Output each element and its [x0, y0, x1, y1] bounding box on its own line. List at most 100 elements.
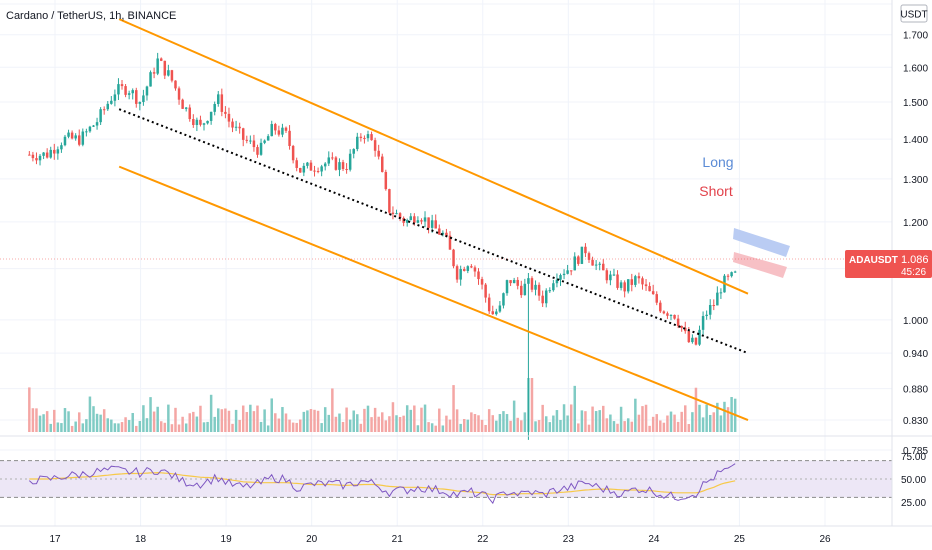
volume-bar	[512, 400, 516, 432]
time-tick-label: 24	[648, 534, 660, 545]
volume-bar	[177, 424, 181, 432]
volume-bar	[495, 420, 498, 432]
candle-body	[88, 126, 92, 132]
volume-bar	[42, 414, 45, 432]
volume-bar	[487, 409, 491, 432]
volume-bar	[462, 419, 466, 432]
volume-bar	[455, 409, 459, 432]
volume-bar	[131, 412, 134, 432]
price-tick-label: 0.785	[903, 446, 928, 457]
volume-bar	[719, 415, 723, 432]
volume-bar	[445, 415, 448, 432]
price-tick-label: 1.000	[903, 316, 928, 327]
candle-body	[31, 154, 35, 159]
volume-bar	[202, 422, 206, 432]
candle-body	[591, 259, 594, 266]
candle-body	[509, 280, 512, 284]
candle-body	[177, 88, 181, 100]
candle-body	[626, 279, 630, 292]
candle-body	[70, 132, 74, 139]
candle-body	[85, 131, 88, 133]
volume-bar	[484, 424, 487, 432]
volume-bar	[145, 418, 149, 432]
volume-bar	[573, 385, 576, 432]
volume-bar	[341, 421, 345, 432]
rsi-tick-label: 50.00	[901, 475, 926, 486]
candle-body	[480, 279, 484, 285]
volume-bar	[602, 405, 605, 432]
candle-body	[302, 165, 306, 173]
volume-bar	[156, 406, 159, 432]
volume-bar	[67, 411, 70, 432]
volume-bar	[313, 409, 316, 432]
volume-bar	[577, 423, 580, 432]
candle-body	[99, 109, 102, 123]
volume-bar	[320, 423, 323, 432]
candle-body	[284, 127, 288, 131]
volume-bar	[423, 404, 427, 432]
volume-bar	[580, 410, 584, 432]
volume-bar	[505, 414, 509, 432]
volume-bar	[623, 421, 626, 432]
volume-bar	[259, 421, 263, 432]
volume-bar	[53, 409, 56, 432]
candle-body	[676, 318, 680, 326]
volume-bar	[480, 419, 484, 432]
volume-bar	[409, 409, 413, 432]
candle-body	[423, 217, 427, 222]
volume-bar	[224, 408, 227, 432]
candle-body	[60, 145, 63, 150]
candle-body	[619, 282, 623, 288]
candle-body	[491, 311, 495, 315]
rsi-axis: 75.00 50.00 25.00	[901, 452, 926, 509]
candle-body	[584, 246, 587, 254]
candle-body	[209, 111, 213, 121]
candle-body	[102, 109, 106, 111]
time-axis: 17 18 19 20 21 22 23 24 25 26	[49, 534, 831, 545]
candle-body	[295, 160, 298, 168]
candle-body	[320, 166, 323, 172]
candle-body	[56, 149, 60, 154]
volume-bar	[327, 414, 331, 432]
candle-body	[684, 327, 687, 332]
price-tick-label: 0.880	[903, 385, 928, 396]
price-tick-label: 1.300	[903, 175, 928, 186]
candle-body	[309, 162, 313, 171]
volume-bar	[712, 412, 716, 432]
candle-body	[77, 135, 81, 145]
candle-body	[124, 86, 127, 95]
volume-bar	[605, 418, 609, 432]
volume-bar	[192, 411, 195, 432]
candle-body	[391, 212, 395, 214]
candle-body	[516, 279, 519, 286]
candle-body	[430, 220, 434, 228]
volume-bar	[281, 407, 284, 432]
volume-bar	[348, 419, 352, 432]
volume-bar	[477, 415, 480, 432]
price-tick-label: 1.200	[903, 218, 928, 229]
candle-body	[687, 331, 691, 343]
volume-bar	[95, 413, 99, 432]
candle-body	[648, 286, 651, 292]
candle-body	[651, 291, 655, 295]
candle-body	[231, 121, 234, 128]
candle-body	[288, 130, 291, 146]
candle-body	[733, 271, 737, 273]
volume-bar	[159, 421, 163, 432]
last-price-badge	[845, 250, 932, 278]
candle-body	[67, 132, 70, 137]
volume-bar	[63, 408, 67, 432]
volume-bar	[555, 410, 559, 432]
candle-body	[266, 136, 270, 141]
volume-bar	[352, 410, 355, 432]
price-tick-label: 1.400	[903, 135, 928, 146]
volume-bar	[263, 409, 266, 432]
candle-body	[381, 156, 384, 172]
volume-bar	[199, 405, 202, 432]
candle-body	[438, 228, 441, 235]
candle-body	[199, 119, 202, 125]
candle-body	[95, 122, 99, 126]
candle-body	[473, 267, 477, 272]
volume-bar	[530, 378, 534, 432]
